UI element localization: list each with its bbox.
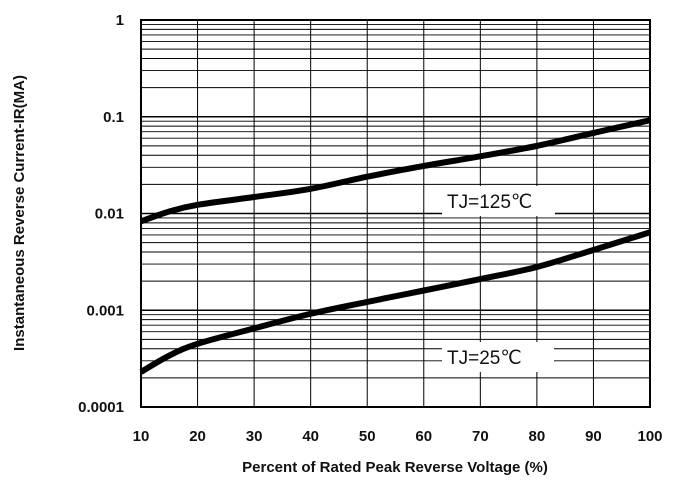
label-tj125: TJ=125℃: [442, 186, 555, 216]
y-tick-label: 0.0001: [78, 399, 124, 416]
x-tick-label: 90: [585, 428, 602, 445]
y-tick-label: 0.001: [86, 302, 124, 319]
x-tick-label: 20: [189, 428, 206, 445]
x-tick-label: 30: [246, 428, 263, 445]
x-tick-label: 40: [302, 428, 319, 445]
x-tick-label: 80: [529, 428, 546, 445]
x-tick-label: 50: [359, 428, 376, 445]
chart-series: [139, 117, 651, 375]
plot-area-frame: [140, 19, 651, 408]
x-tick-label: 100: [637, 428, 662, 445]
chart-grid: [140, 20, 651, 408]
annotation-tj25: TJ=25℃: [447, 348, 522, 369]
x-tick-label: 60: [415, 428, 432, 445]
x-tick-label: 70: [472, 428, 489, 445]
y-tick-label: 0.01: [95, 206, 124, 223]
series-line-0: [139, 117, 651, 225]
y-axis-title: Instantaneous Reverse Current-IR(MA): [11, 75, 28, 351]
series-line-1: [139, 229, 651, 375]
annotation-tj125: TJ=125℃: [447, 192, 532, 213]
x-axis-title: Percent of Rated Peak Reverse Voltage (%…: [242, 459, 548, 476]
chart-ticks: 10 20 30 40 50 60 70 80 90 100 0.0001 0.001 0.01 0.1 1: [78, 12, 662, 445]
y-tick-label: 1: [116, 12, 124, 29]
y-tick-label: 0.1: [103, 109, 124, 126]
x-tick-label: 10: [133, 428, 150, 445]
label-tj25: TJ=25℃: [442, 342, 554, 372]
